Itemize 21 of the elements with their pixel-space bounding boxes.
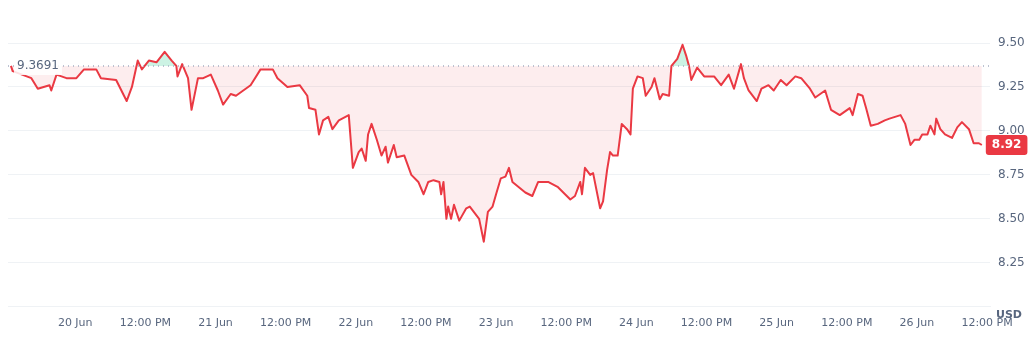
- x-tick-label: 24 Jun: [619, 316, 654, 330]
- y-tick-label: 8.50: [998, 210, 1025, 225]
- x-tick-label: 12:00 PM: [259, 316, 312, 330]
- x-tick-label: 12:00 PM: [400, 316, 452, 330]
- y-tick-label: 8.25: [998, 254, 1025, 269]
- y-tick-label: 9.25: [998, 79, 1025, 94]
- x-tick-label: 21 Jun: [198, 316, 233, 330]
- x-tick-label: 12:00 PM: [821, 316, 873, 330]
- x-tick-label: 26 Jun: [899, 316, 935, 330]
- annotation: 8.92: [991, 137, 1022, 152]
- x-tick-label: 12:00 PM: [540, 316, 592, 330]
- x-tick-label: 20 Jun: [57, 316, 93, 330]
- x-tick-label: 12:00 PM: [119, 316, 172, 330]
- y-tick-label: 9.50: [998, 35, 1025, 50]
- y-tick-label: 8.75: [998, 167, 1025, 182]
- x-tick-label: 25 Jun: [759, 316, 795, 330]
- ref-line-label: 9.3691: [17, 58, 59, 73]
- x-tick-label: 12:00 PM: [680, 316, 733, 330]
- x-tick-label: 22 Jun: [338, 316, 374, 330]
- x-tick-label: 23 Jun: [478, 316, 514, 330]
- y-tick-label: 9.00: [998, 123, 1025, 138]
